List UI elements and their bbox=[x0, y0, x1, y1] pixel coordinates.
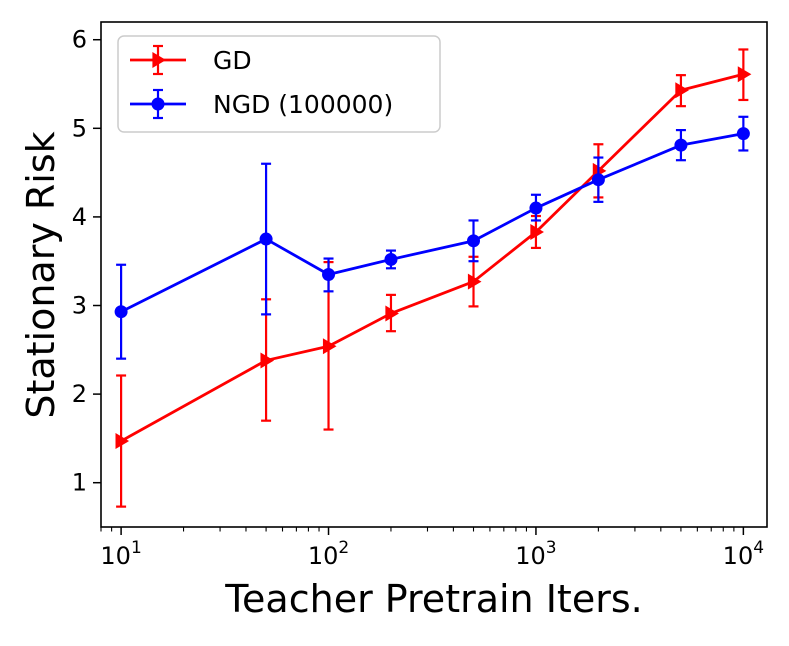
y-tick-label: 4 bbox=[72, 203, 87, 231]
data-point bbox=[115, 433, 130, 450]
data-point bbox=[530, 223, 544, 240]
data-point bbox=[467, 273, 482, 290]
data-point bbox=[675, 82, 689, 99]
data-point bbox=[467, 234, 481, 248]
series-layer bbox=[114, 48, 752, 508]
legend-marker bbox=[152, 52, 166, 68]
x-tick-label: 102 bbox=[308, 538, 349, 570]
y-tick-label: 3 bbox=[72, 292, 87, 320]
data-point bbox=[591, 173, 605, 187]
x-tick-label: 101 bbox=[100, 538, 141, 570]
data-point bbox=[736, 127, 750, 141]
legend-marker bbox=[151, 97, 165, 111]
series-line bbox=[120, 132, 744, 313]
data-point bbox=[384, 252, 398, 266]
y-tick-label: 2 bbox=[72, 380, 87, 408]
data-point bbox=[260, 352, 275, 369]
data-point bbox=[737, 66, 752, 83]
series-1 bbox=[114, 115, 750, 360]
y-tick-label: 5 bbox=[72, 114, 87, 142]
x-axis-label: Teacher Pretrain Iters. bbox=[224, 577, 642, 621]
x-tick-label: 103 bbox=[515, 538, 556, 570]
y-axis-label: Stationary Risk bbox=[19, 131, 63, 418]
data-point bbox=[322, 268, 336, 281]
axis-layer: 101 102 103 104 1 2 3 4 5 6 bbox=[72, 26, 764, 570]
data-point bbox=[259, 232, 273, 246]
legend-entries: GD NGD (100000) bbox=[130, 44, 393, 120]
legend-label: GD bbox=[213, 46, 252, 75]
data-point bbox=[385, 305, 399, 322]
data-point bbox=[529, 201, 543, 215]
data-point bbox=[322, 338, 337, 355]
plot-frame bbox=[100, 21, 768, 528]
legend-box bbox=[117, 35, 441, 133]
legend-label: NGD (100000) bbox=[213, 90, 393, 119]
data-point bbox=[114, 305, 128, 319]
data-point bbox=[674, 138, 688, 152]
y-tick-label: 1 bbox=[72, 469, 87, 497]
legend: GD NGD (100000) bbox=[117, 35, 441, 133]
x-tick-label: 104 bbox=[723, 538, 764, 570]
y-tick-label: 6 bbox=[72, 26, 87, 54]
